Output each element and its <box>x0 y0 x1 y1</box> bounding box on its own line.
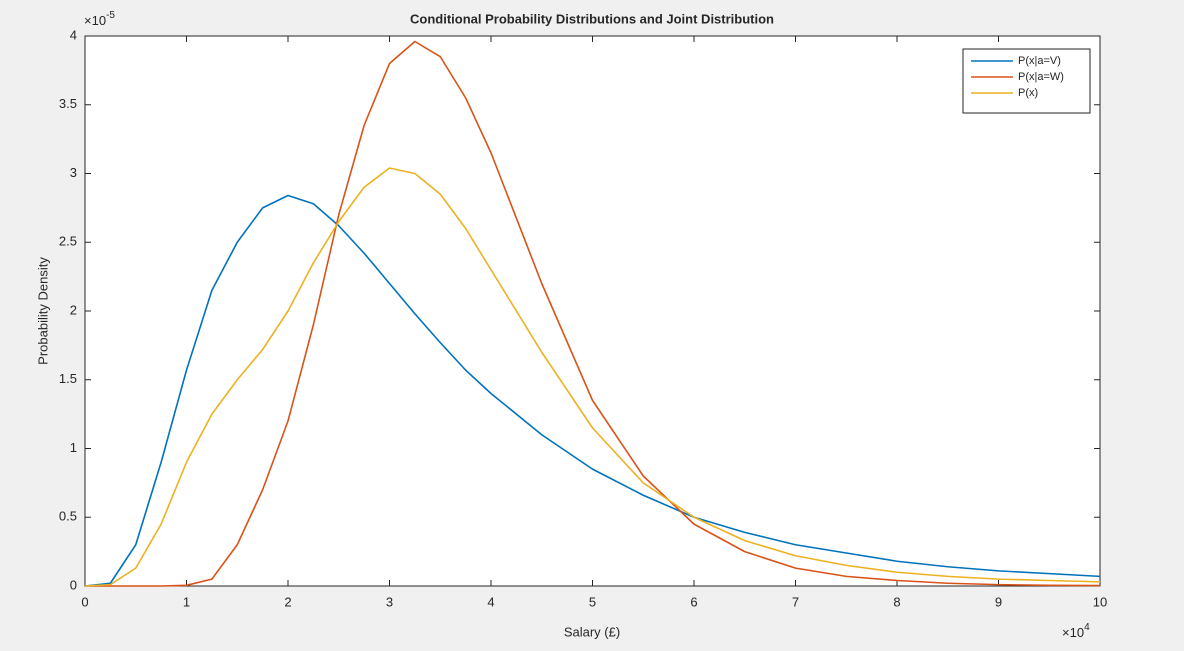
y-multiplier-exponent: -5 <box>106 10 115 21</box>
x-tick-label: 5 <box>589 594 596 609</box>
x-tick-label: 4 <box>487 594 494 609</box>
chart-title: Conditional Probability Distributions an… <box>410 11 774 26</box>
x-tick-label: 8 <box>893 594 900 609</box>
x-multiplier-exponent: 4 <box>1084 622 1090 633</box>
y-multiplier: ×10-5 <box>84 10 115 29</box>
y-tick-label: 3 <box>70 165 77 180</box>
legend-box <box>962 48 1091 114</box>
x-tick-label: 6 <box>690 594 697 609</box>
legend-label: P(x|a=V) <box>1018 55 1061 67</box>
y-tick-label: 4 <box>70 27 77 42</box>
x-tick-label: 3 <box>386 594 393 609</box>
y-multiplier-base: ×10 <box>84 13 106 28</box>
x-multiplier-base: ×10 <box>1062 625 1084 640</box>
y-tick-label: 0.5 <box>59 509 77 524</box>
x-axis-label: Salary (£) <box>564 624 620 639</box>
y-tick-label: 2.5 <box>59 234 77 249</box>
y-axis-label: Probability Density <box>35 257 50 365</box>
x-tick-label: 9 <box>995 594 1002 609</box>
x-tick-label: 1 <box>183 594 190 609</box>
legend: P(x|a=V) P(x|a=W) P(x) <box>962 48 1091 114</box>
series-line <box>85 40 1101 587</box>
x-tick-label: 0 <box>81 594 88 609</box>
x-tick-label: 10 <box>1093 594 1107 609</box>
series-line <box>84 167 1101 587</box>
y-tick-label: 1.5 <box>59 371 77 386</box>
x-tick-label: 2 <box>284 594 291 609</box>
x-multiplier: ×104 <box>1062 622 1090 641</box>
plot-area <box>84 35 1101 587</box>
y-tick-label: 3.5 <box>59 96 77 111</box>
y-tick-label: 2 <box>70 302 77 317</box>
y-tick-label: 1 <box>70 440 77 455</box>
x-tick-label: 7 <box>792 594 799 609</box>
legend-label: P(x) <box>1018 87 1038 99</box>
legend-label: P(x|a=W) <box>1018 71 1064 83</box>
y-tick-label: 0 <box>70 577 77 592</box>
series-line <box>84 194 1101 587</box>
